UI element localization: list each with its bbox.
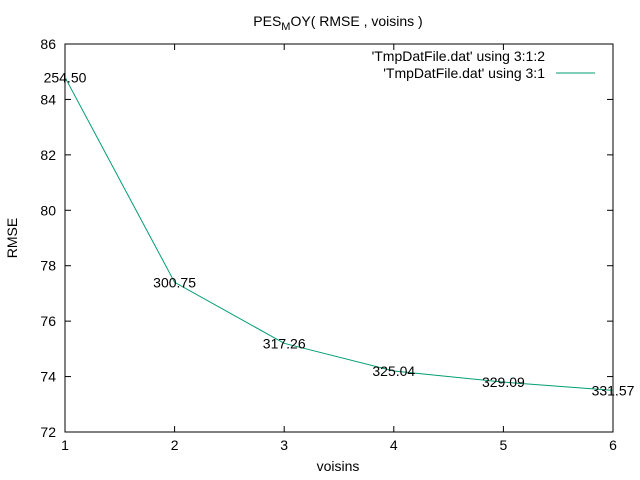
point-labels-layer: 254.50 300.75 317.26 325.04 329.09 331.57	[44, 69, 635, 398]
chart-title: PESMOY( RMSE , voisins )	[253, 13, 422, 33]
legend-label-point-labels: 'TmpDatFile.dat' using 3:1:2	[372, 48, 546, 64]
axes: 72 74 76 78 80 82 84 86 1 2 3 4 5 6	[40, 36, 617, 453]
series-line-0	[64, 77, 614, 391]
x-tick-label: 3	[280, 437, 288, 453]
y-tick-label: 74	[40, 369, 56, 385]
y-tick-label: 82	[40, 147, 56, 163]
y-tick-label: 86	[40, 36, 56, 52]
x-tick-label: 1	[61, 437, 69, 453]
legend-label-series: 'TmpDatFile.dat' using 3:1	[383, 65, 545, 81]
y-tick-label: 78	[40, 258, 56, 274]
point-label: 317.26	[263, 335, 306, 351]
legend: 'TmpDatFile.dat' using 3:1:2 'TmpDatFile…	[372, 48, 595, 81]
point-label: 254.50	[44, 69, 87, 85]
y-axis-label: RMSE	[4, 218, 20, 258]
point-label: 300.75	[153, 274, 196, 290]
x-axis-label: voisins	[317, 458, 360, 474]
y-tick-label: 80	[40, 202, 56, 218]
y-tick-label: 84	[40, 91, 56, 107]
y-tick-label: 72	[40, 424, 56, 440]
x-tick-label: 2	[171, 437, 179, 453]
point-label: 325.04	[372, 363, 415, 379]
plot-frame	[64, 43, 614, 433]
x-tick-label: 6	[609, 437, 617, 453]
chart-title-subscript: M	[281, 21, 290, 33]
series-layer	[64, 77, 614, 391]
chart-title-main: PES	[253, 13, 281, 29]
x-tick-label: 5	[500, 437, 508, 453]
point-label: 329.09	[482, 374, 525, 390]
point-label: 331.57	[592, 382, 635, 398]
y-tick-label: 76	[40, 313, 56, 329]
x-tick-label: 4	[390, 437, 398, 453]
chart-title-rest: OY( RMSE , voisins )	[290, 13, 422, 29]
